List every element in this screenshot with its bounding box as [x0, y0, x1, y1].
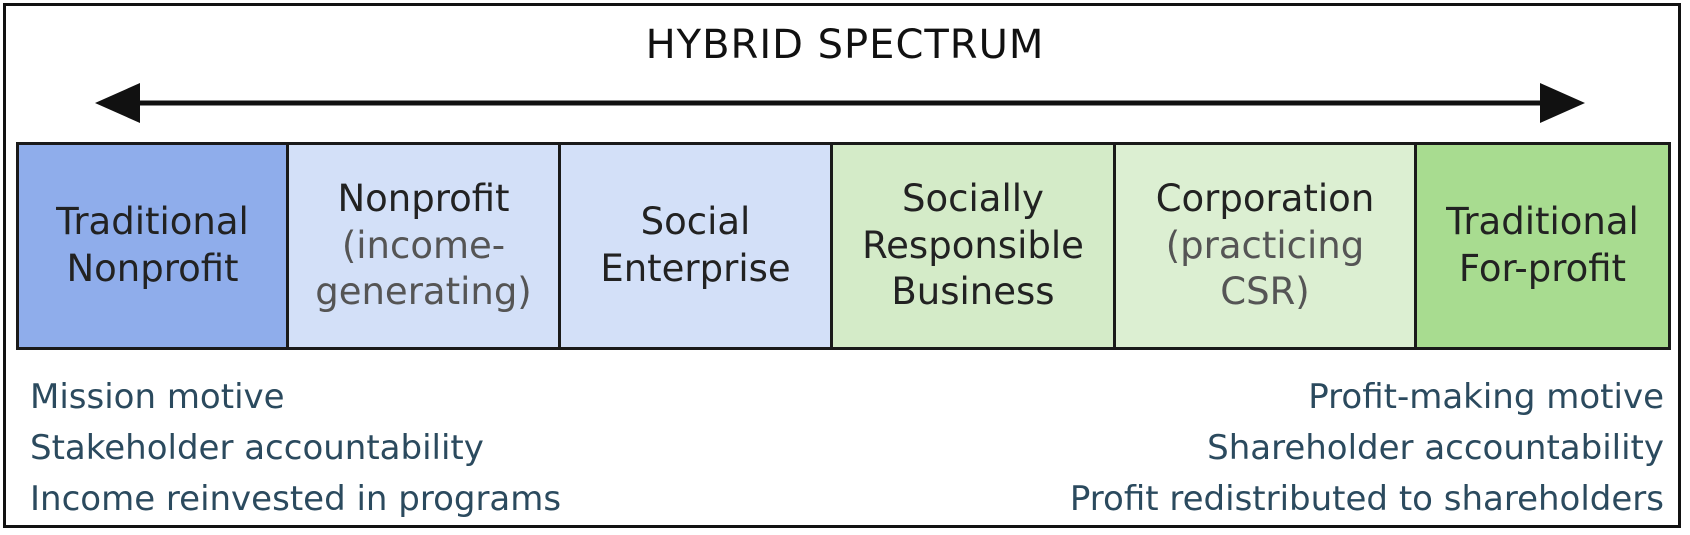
box-traditional-for-profit: Traditional For-profit [1417, 145, 1668, 347]
box-traditional-nonprofit: Traditional Nonprofit [19, 145, 289, 347]
spectrum-boxes: Traditional Nonprofit Nonprofit (income- … [16, 142, 1671, 350]
note-profit-redistributed: Profit redistributed to shareholders [1069, 479, 1664, 519]
box-label: Traditional For-profit [1446, 200, 1639, 290]
box-corporation-csr: Corporation (practicing CSR) [1116, 145, 1417, 347]
note-shareholder-accountability: Shareholder accountability [1207, 428, 1664, 468]
box-label: Corporation [1155, 177, 1375, 221]
right-notes: Profit-making motive Shareholder account… [1070, 372, 1664, 525]
diagram-title: HYBRID SPECTRUM [645, 22, 1045, 68]
box-label: Socially Responsible Business [862, 177, 1084, 314]
note-profit-making-motive: Profit-making motive [1308, 377, 1664, 417]
box-label: Nonprofit [337, 177, 510, 221]
left-notes: Mission motive Stakeholder accountabilit… [30, 372, 561, 525]
note-stakeholder-accountability: Stakeholder accountability [30, 428, 484, 468]
note-mission-motive: Mission motive [30, 377, 285, 417]
box-sublabel: (income- generating) [315, 223, 532, 314]
box-nonprofit-income-generating: Nonprofit (income- generating) [289, 145, 561, 347]
box-social-enterprise: Social Enterprise [561, 145, 833, 347]
box-label: Social Enterprise [600, 200, 791, 290]
note-income-reinvested: Income reinvested in programs [30, 479, 562, 519]
box-sublabel: (practicing CSR) [1165, 223, 1365, 314]
box-label: Traditional Nonprofit [56, 200, 249, 290]
box-socially-responsible-business: Socially Responsible Business [833, 145, 1116, 347]
